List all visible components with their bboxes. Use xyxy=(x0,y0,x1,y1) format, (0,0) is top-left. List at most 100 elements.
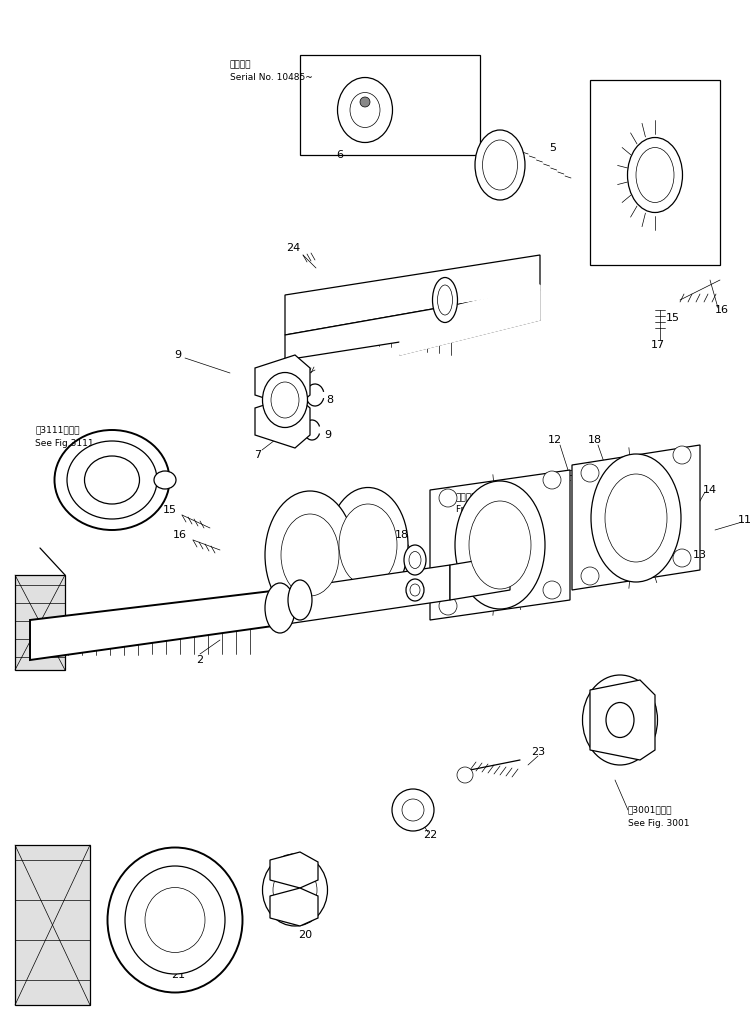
Ellipse shape xyxy=(271,382,299,418)
Text: 13: 13 xyxy=(483,589,497,600)
Text: 10: 10 xyxy=(333,589,347,600)
Text: 1: 1 xyxy=(447,333,454,343)
Text: 8: 8 xyxy=(327,395,333,405)
Text: 16: 16 xyxy=(715,305,729,315)
Polygon shape xyxy=(270,888,318,926)
Text: 5: 5 xyxy=(497,143,503,153)
Polygon shape xyxy=(285,255,540,335)
Circle shape xyxy=(673,446,691,464)
Polygon shape xyxy=(430,470,570,620)
Circle shape xyxy=(134,452,144,462)
Ellipse shape xyxy=(591,454,681,582)
Text: See Fig. 3001: See Fig. 3001 xyxy=(628,819,689,828)
Circle shape xyxy=(543,581,561,599)
Text: 18: 18 xyxy=(395,530,409,540)
Polygon shape xyxy=(270,852,318,888)
Ellipse shape xyxy=(392,789,434,831)
Text: 7: 7 xyxy=(255,450,262,460)
Text: 13: 13 xyxy=(693,550,707,560)
Circle shape xyxy=(80,498,90,508)
Ellipse shape xyxy=(265,583,295,633)
Text: 5: 5 xyxy=(550,143,556,153)
Polygon shape xyxy=(30,589,280,660)
Ellipse shape xyxy=(85,456,140,504)
Polygon shape xyxy=(15,575,65,670)
Circle shape xyxy=(581,567,599,585)
Ellipse shape xyxy=(438,286,453,315)
Polygon shape xyxy=(590,680,655,760)
Polygon shape xyxy=(285,290,540,360)
Ellipse shape xyxy=(406,579,424,601)
Ellipse shape xyxy=(154,471,176,489)
Ellipse shape xyxy=(455,481,545,609)
Text: 第3001図参照: 第3001図参照 xyxy=(628,805,673,814)
Text: 24: 24 xyxy=(286,243,300,253)
Text: 23: 23 xyxy=(531,747,545,757)
Ellipse shape xyxy=(627,138,683,213)
Ellipse shape xyxy=(606,702,634,737)
Text: 9: 9 xyxy=(175,350,181,360)
Text: See Fig.3111: See Fig.3111 xyxy=(35,439,94,448)
Ellipse shape xyxy=(328,488,408,603)
Text: 9: 9 xyxy=(324,430,332,440)
Text: Front  Frame: Front Frame xyxy=(456,505,513,515)
Circle shape xyxy=(543,471,561,489)
Text: フロントフレーム: フロントフレーム xyxy=(456,494,499,502)
Text: 第3111図参照: 第3111図参照 xyxy=(35,425,79,434)
Text: Serial No. 10485~: Serial No. 10485~ xyxy=(230,74,313,82)
Circle shape xyxy=(439,489,457,507)
Text: 12: 12 xyxy=(548,435,562,445)
Ellipse shape xyxy=(337,77,392,143)
Ellipse shape xyxy=(404,545,426,575)
Polygon shape xyxy=(255,395,310,448)
Ellipse shape xyxy=(636,148,674,202)
Polygon shape xyxy=(590,80,720,265)
Text: 15: 15 xyxy=(666,313,680,324)
Ellipse shape xyxy=(410,584,420,596)
Text: 4: 4 xyxy=(504,295,512,305)
Circle shape xyxy=(457,767,473,783)
Ellipse shape xyxy=(262,854,327,926)
Text: 6: 6 xyxy=(336,150,343,160)
Ellipse shape xyxy=(67,441,157,519)
Text: 22: 22 xyxy=(423,830,437,840)
Text: 2: 2 xyxy=(197,655,203,665)
Ellipse shape xyxy=(402,799,424,821)
Circle shape xyxy=(439,597,457,615)
Circle shape xyxy=(134,498,144,508)
Text: 14: 14 xyxy=(703,485,717,495)
Ellipse shape xyxy=(54,430,169,530)
Text: 11: 11 xyxy=(738,515,752,525)
Ellipse shape xyxy=(107,847,243,992)
Ellipse shape xyxy=(339,504,397,586)
Ellipse shape xyxy=(583,675,658,765)
Ellipse shape xyxy=(409,551,421,569)
Ellipse shape xyxy=(288,580,312,620)
Text: 18: 18 xyxy=(588,435,602,445)
Ellipse shape xyxy=(482,140,518,190)
Circle shape xyxy=(80,452,90,462)
Ellipse shape xyxy=(265,491,355,619)
Ellipse shape xyxy=(475,130,525,200)
Ellipse shape xyxy=(469,501,531,589)
Ellipse shape xyxy=(432,277,457,322)
Text: 通用号等: 通用号等 xyxy=(230,61,252,70)
Text: 15: 15 xyxy=(163,505,177,515)
Polygon shape xyxy=(572,445,700,589)
Polygon shape xyxy=(450,555,510,600)
Ellipse shape xyxy=(125,866,225,974)
Polygon shape xyxy=(15,845,90,1005)
Ellipse shape xyxy=(595,689,645,751)
Ellipse shape xyxy=(262,373,308,427)
Text: 17: 17 xyxy=(651,340,665,350)
Text: 20: 20 xyxy=(298,930,312,940)
Text: 21: 21 xyxy=(171,969,185,980)
Circle shape xyxy=(673,549,691,567)
Ellipse shape xyxy=(360,97,370,107)
Ellipse shape xyxy=(350,92,380,127)
Text: 3: 3 xyxy=(457,270,463,280)
Text: 19: 19 xyxy=(391,588,405,598)
Text: 14: 14 xyxy=(353,582,367,592)
Text: 14: 14 xyxy=(376,589,390,600)
Circle shape xyxy=(581,464,599,482)
